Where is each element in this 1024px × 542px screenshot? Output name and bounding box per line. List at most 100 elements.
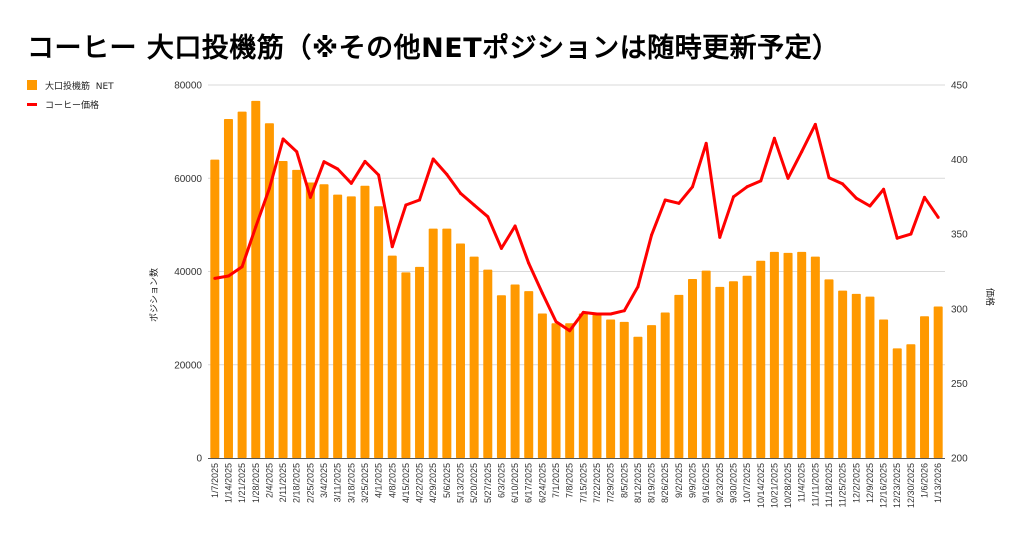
- bar[interactable]: [674, 294, 684, 458]
- bar[interactable]: [496, 295, 506, 458]
- bar[interactable]: [578, 313, 588, 458]
- legend-item-price[interactable]: コーヒー価格: [27, 97, 114, 111]
- price-point[interactable]: [213, 276, 217, 280]
- price-point[interactable]: [308, 195, 312, 199]
- price-point[interactable]: [295, 150, 299, 154]
- bar[interactable]: [879, 319, 889, 458]
- bar[interactable]: [688, 278, 698, 458]
- price-point[interactable]: [827, 176, 831, 180]
- price-point[interactable]: [622, 309, 626, 313]
- price-point[interactable]: [609, 312, 613, 316]
- bar[interactable]: [210, 159, 220, 458]
- price-point[interactable]: [691, 185, 695, 189]
- price-point[interactable]: [540, 291, 544, 295]
- price-point[interactable]: [800, 150, 804, 154]
- price-point[interactable]: [349, 181, 353, 185]
- price-point[interactable]: [895, 236, 899, 240]
- price-point[interactable]: [923, 195, 927, 199]
- bar[interactable]: [769, 251, 779, 458]
- bar[interactable]: [606, 319, 616, 458]
- bar[interactable]: [319, 184, 329, 458]
- price-point[interactable]: [527, 261, 531, 265]
- legend-item-net[interactable]: 大口投機筋 NET: [27, 78, 114, 92]
- price-point[interactable]: [267, 186, 271, 190]
- bar[interactable]: [824, 279, 834, 458]
- price-point[interactable]: [636, 285, 640, 289]
- price-point[interactable]: [363, 159, 367, 163]
- price-point[interactable]: [854, 196, 858, 200]
- bar[interactable]: [865, 296, 875, 458]
- price-point[interactable]: [909, 232, 913, 236]
- bar[interactable]: [537, 313, 547, 458]
- bar[interactable]: [633, 336, 643, 458]
- price-point[interactable]: [718, 235, 722, 239]
- price-point[interactable]: [595, 312, 599, 316]
- bar[interactable]: [251, 100, 261, 458]
- price-point[interactable]: [404, 203, 408, 207]
- bar[interactable]: [374, 206, 384, 458]
- price-point[interactable]: [868, 204, 872, 208]
- bar[interactable]: [346, 196, 356, 458]
- price-point[interactable]: [813, 122, 817, 126]
- bar[interactable]: [551, 323, 561, 458]
- bar[interactable]: [278, 160, 288, 458]
- bar[interactable]: [810, 256, 820, 458]
- bar[interactable]: [728, 281, 738, 458]
- bar[interactable]: [510, 284, 520, 458]
- price-point[interactable]: [336, 167, 340, 171]
- bar[interactable]: [305, 182, 315, 459]
- price-point[interactable]: [499, 246, 503, 250]
- bar[interactable]: [797, 251, 807, 458]
- bar[interactable]: [524, 291, 534, 458]
- price-point[interactable]: [458, 191, 462, 195]
- bar[interactable]: [360, 185, 370, 458]
- bar[interactable]: [892, 348, 902, 458]
- price-point[interactable]: [841, 182, 845, 186]
- bar[interactable]: [933, 306, 943, 458]
- bar[interactable]: [469, 256, 479, 458]
- price-point[interactable]: [377, 173, 381, 177]
- bar[interactable]: [401, 272, 411, 458]
- price-point[interactable]: [677, 201, 681, 205]
- price-point[interactable]: [704, 141, 708, 145]
- bar[interactable]: [455, 243, 465, 458]
- bar[interactable]: [565, 323, 575, 458]
- bar[interactable]: [483, 269, 493, 458]
- bar[interactable]: [442, 228, 452, 458]
- bar[interactable]: [838, 290, 848, 458]
- bar[interactable]: [851, 293, 861, 458]
- bar[interactable]: [756, 260, 766, 458]
- price-point[interactable]: [390, 245, 394, 249]
- bar[interactable]: [701, 270, 711, 458]
- price-point[interactable]: [663, 198, 667, 202]
- price-point[interactable]: [731, 195, 735, 199]
- bar[interactable]: [619, 321, 629, 458]
- price-point[interactable]: [322, 160, 326, 164]
- price-point[interactable]: [650, 233, 654, 237]
- price-point[interactable]: [281, 137, 285, 141]
- price-point[interactable]: [226, 274, 230, 278]
- bar[interactable]: [415, 266, 425, 458]
- bar[interactable]: [660, 312, 670, 458]
- price-point[interactable]: [772, 136, 776, 140]
- price-line[interactable]: [214, 122, 940, 333]
- price-point[interactable]: [581, 310, 585, 314]
- bar[interactable]: [292, 169, 302, 459]
- bar[interactable]: [742, 275, 752, 458]
- bar[interactable]: [920, 316, 930, 458]
- bar[interactable]: [647, 325, 657, 458]
- bar[interactable]: [264, 123, 274, 459]
- price-point[interactable]: [431, 157, 435, 161]
- price-point[interactable]: [745, 185, 749, 189]
- price-point[interactable]: [445, 172, 449, 176]
- bar[interactable]: [906, 344, 916, 458]
- bar[interactable]: [333, 194, 343, 458]
- price-point[interactable]: [936, 215, 940, 219]
- price-point[interactable]: [513, 224, 517, 228]
- price-point[interactable]: [759, 179, 763, 183]
- price-point[interactable]: [254, 225, 258, 229]
- price-point[interactable]: [472, 203, 476, 207]
- price-point[interactable]: [486, 215, 490, 219]
- price-point[interactable]: [240, 265, 244, 269]
- bar[interactable]: [715, 286, 725, 458]
